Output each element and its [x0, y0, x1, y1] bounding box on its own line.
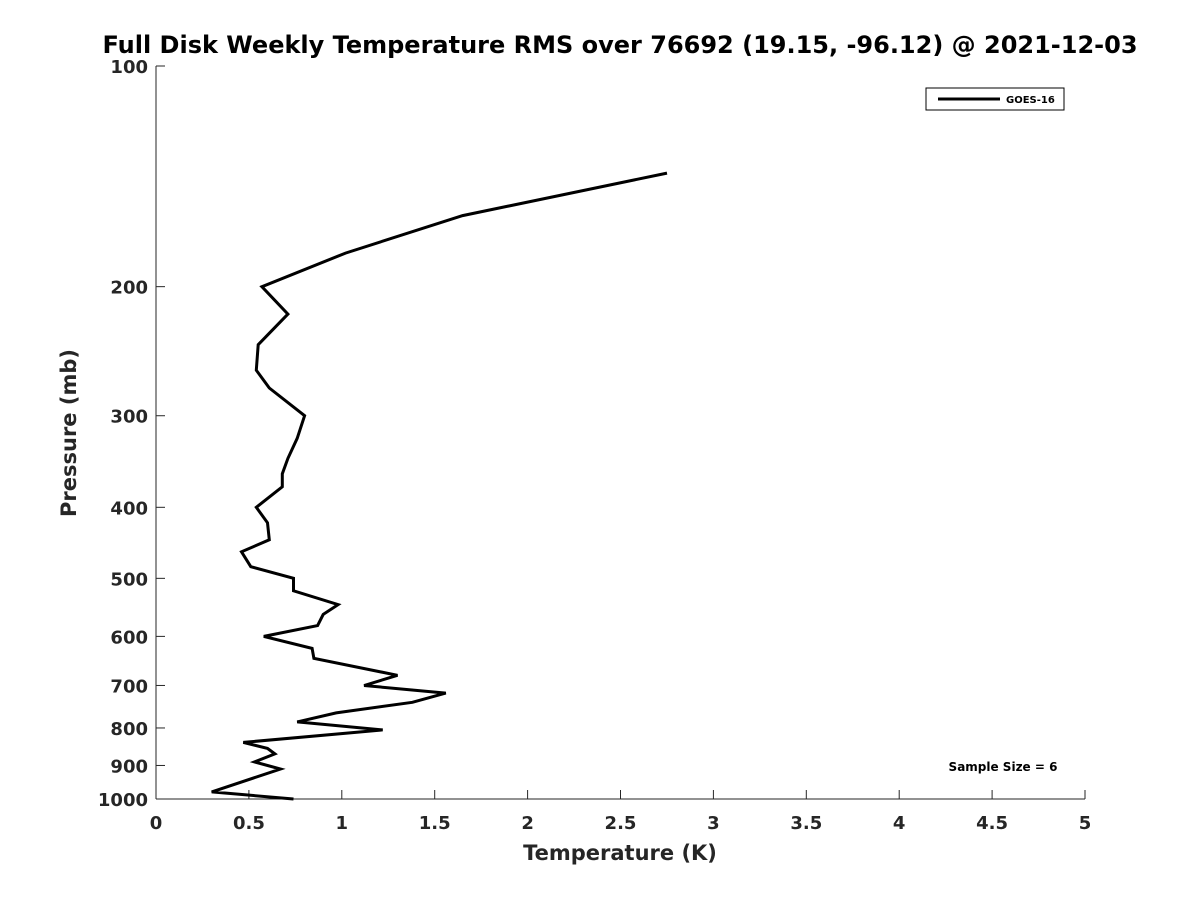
- x-tick-label: 0.5: [233, 813, 265, 834]
- x-tick-label: 1: [336, 813, 349, 834]
- x-tick-label: 2.5: [605, 813, 637, 834]
- legend-label-goes-16: GOES-16: [1006, 95, 1055, 106]
- x-axis-label: Temperature (K): [523, 841, 717, 865]
- y-tick-label: 600: [110, 627, 148, 648]
- x-tick-label: 0: [150, 813, 163, 834]
- y-tick-label: 200: [110, 278, 148, 299]
- x-tick-label: 5: [1079, 813, 1092, 834]
- x-tick-label: 3: [707, 813, 720, 834]
- y-tick-label: 500: [110, 569, 148, 590]
- y-tick-label: 1000: [98, 790, 148, 811]
- y-axis-label: Pressure (mb): [57, 349, 81, 517]
- x-tick-label: 2: [521, 813, 534, 834]
- x-axis-ticks: 0 0.5 1 1.5 2 2.5 3 3.5 4 4.5 5: [150, 790, 1092, 834]
- y-tick-label: 300: [110, 407, 148, 428]
- x-tick-label: 4: [893, 813, 906, 834]
- series-line-goes-16: [211, 171, 668, 801]
- x-tick-label: 3.5: [790, 813, 822, 834]
- y-tick-label: 800: [110, 719, 148, 740]
- y-tick-label: 100: [110, 57, 148, 78]
- series-layer: [211, 171, 668, 801]
- legend: GOES-16: [925, 87, 1065, 111]
- sample-size-annotation: Sample Size = 6: [949, 760, 1058, 774]
- plot-axes: [155, 66, 1085, 800]
- x-tick-label: 4.5: [976, 813, 1008, 834]
- y-tick-label: 700: [110, 676, 148, 697]
- x-tick-label: 1.5: [419, 813, 451, 834]
- y-tick-label: 400: [110, 498, 148, 519]
- y-axis-ticks: 100 200 300 400 500 600 700 800 900 1000: [98, 57, 165, 811]
- chart-title: Full Disk Weekly Temperature RMS over 76…: [102, 31, 1137, 59]
- y-tick-label: 900: [110, 756, 148, 777]
